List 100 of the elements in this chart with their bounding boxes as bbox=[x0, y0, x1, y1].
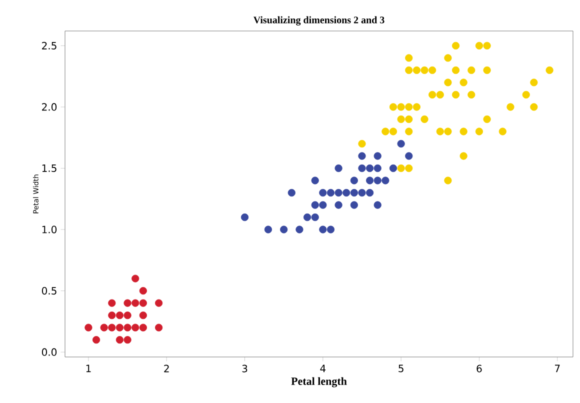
point bbox=[475, 128, 484, 136]
point bbox=[334, 164, 342, 172]
point bbox=[366, 176, 374, 184]
point bbox=[154, 324, 163, 332]
point bbox=[124, 336, 132, 344]
point bbox=[475, 42, 484, 50]
point bbox=[483, 115, 491, 124]
point bbox=[397, 115, 405, 124]
point bbox=[108, 312, 116, 320]
point bbox=[468, 66, 476, 74]
point bbox=[342, 188, 350, 197]
point bbox=[405, 164, 413, 172]
point bbox=[124, 299, 132, 307]
point bbox=[358, 188, 366, 197]
point bbox=[483, 42, 491, 50]
point bbox=[132, 324, 140, 332]
y-tick-label: 2.5 bbox=[42, 42, 56, 50]
point bbox=[389, 128, 398, 136]
x-tick-label: 7 bbox=[554, 364, 560, 372]
point bbox=[303, 213, 312, 222]
point bbox=[116, 312, 124, 320]
point bbox=[382, 128, 390, 136]
point bbox=[452, 42, 460, 50]
point bbox=[139, 324, 147, 332]
point bbox=[139, 312, 147, 320]
point bbox=[452, 90, 460, 99]
point bbox=[389, 103, 398, 111]
point bbox=[139, 287, 147, 295]
point bbox=[358, 152, 366, 160]
point bbox=[436, 128, 444, 136]
point bbox=[116, 324, 124, 332]
point bbox=[452, 66, 460, 74]
point bbox=[366, 164, 374, 172]
x-tick-label: 3 bbox=[242, 364, 248, 372]
point bbox=[319, 188, 327, 197]
point bbox=[389, 164, 398, 172]
point bbox=[428, 90, 436, 99]
point bbox=[311, 213, 319, 222]
point bbox=[405, 54, 413, 62]
point bbox=[116, 336, 124, 344]
point bbox=[405, 152, 413, 160]
point bbox=[374, 152, 382, 160]
point bbox=[522, 90, 530, 99]
point bbox=[350, 201, 358, 209]
point bbox=[154, 299, 163, 307]
point bbox=[124, 312, 132, 320]
point bbox=[405, 66, 413, 74]
y-tick-label: 2.0 bbox=[42, 103, 57, 111]
point bbox=[108, 299, 116, 307]
point bbox=[382, 176, 390, 184]
chart-title: Visualizing dimensions 2 and 3 bbox=[253, 16, 384, 26]
point bbox=[124, 324, 132, 332]
point bbox=[334, 188, 342, 197]
point bbox=[498, 128, 506, 136]
point bbox=[428, 66, 436, 74]
point bbox=[530, 103, 538, 111]
point bbox=[506, 103, 514, 111]
point bbox=[358, 164, 366, 172]
point bbox=[405, 103, 413, 111]
point bbox=[460, 78, 468, 86]
point bbox=[108, 324, 116, 332]
point bbox=[350, 176, 358, 184]
point bbox=[405, 128, 413, 136]
point bbox=[319, 226, 327, 234]
point bbox=[92, 336, 100, 344]
point bbox=[311, 176, 319, 184]
x-tick-label: 1 bbox=[86, 364, 91, 372]
point bbox=[460, 152, 468, 160]
y-tick-label: 0.0 bbox=[42, 348, 57, 356]
point bbox=[397, 164, 405, 172]
point bbox=[460, 128, 468, 136]
point bbox=[264, 226, 272, 234]
point bbox=[444, 176, 452, 184]
point bbox=[468, 90, 476, 99]
point bbox=[132, 299, 140, 307]
point bbox=[326, 188, 335, 197]
point bbox=[420, 66, 428, 74]
point bbox=[84, 324, 92, 332]
point bbox=[334, 201, 342, 209]
x-tick-label: 6 bbox=[476, 364, 482, 372]
x-tick-label: 5 bbox=[398, 364, 404, 372]
point bbox=[132, 274, 140, 282]
point bbox=[436, 90, 444, 99]
point bbox=[412, 66, 420, 74]
x-tick-label: 2 bbox=[164, 364, 169, 372]
x-axis-title: Petal length bbox=[291, 377, 347, 388]
point bbox=[412, 103, 420, 111]
point bbox=[405, 115, 413, 124]
point bbox=[374, 176, 382, 184]
point bbox=[374, 201, 382, 209]
point bbox=[397, 140, 405, 148]
point bbox=[366, 188, 374, 197]
point bbox=[280, 226, 288, 234]
point bbox=[546, 66, 554, 74]
point bbox=[420, 115, 428, 124]
point bbox=[530, 78, 538, 86]
point bbox=[240, 213, 249, 222]
point bbox=[311, 201, 319, 209]
point bbox=[444, 54, 452, 62]
point bbox=[358, 140, 366, 148]
